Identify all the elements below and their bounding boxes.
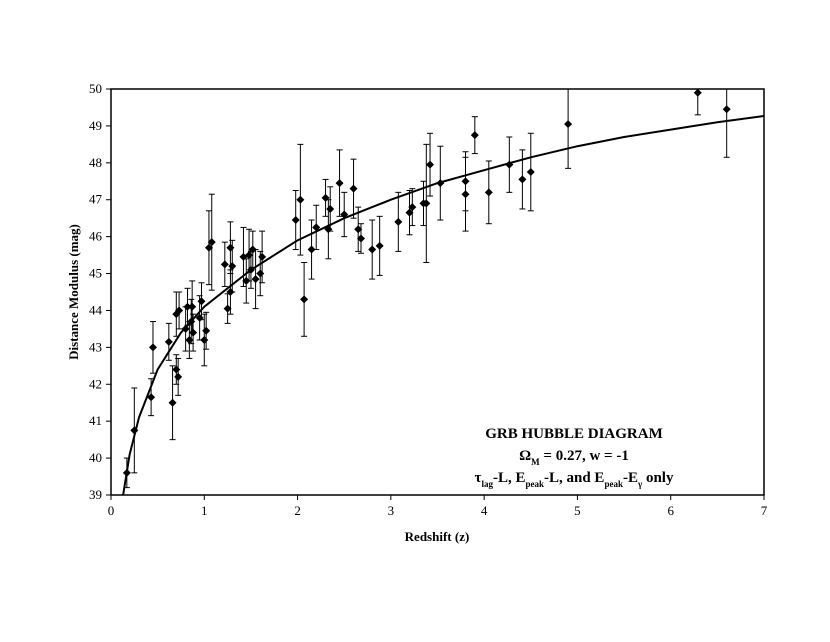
data-point <box>220 260 229 269</box>
data-point <box>357 234 366 243</box>
data-point <box>164 337 173 346</box>
data-point <box>204 243 213 252</box>
data-point <box>175 306 184 315</box>
data-point <box>200 335 209 344</box>
y-axis-label: Distance Modulus (mag) <box>66 224 81 360</box>
data-point <box>174 372 183 381</box>
data-point <box>693 89 702 97</box>
data-point <box>394 217 403 226</box>
data-point <box>223 304 232 313</box>
data-point <box>296 195 305 204</box>
data-point <box>368 245 377 254</box>
y-tick-label: 44 <box>89 302 103 317</box>
x-tick-label: 4 <box>481 503 488 518</box>
annotation-part: Ω <box>519 448 531 464</box>
data-point <box>461 190 470 199</box>
x-tick-label: 7 <box>761 503 768 518</box>
y-tick-label: 41 <box>89 413 102 428</box>
data-point <box>375 241 384 250</box>
data-point <box>526 168 535 177</box>
data-point <box>518 175 527 184</box>
data-point <box>172 365 181 374</box>
annotation: ΩM = 0.27, w = -1 <box>519 448 629 467</box>
data-point <box>256 269 265 278</box>
data-point <box>185 335 194 344</box>
data-point <box>202 326 211 335</box>
data-point <box>197 297 206 306</box>
annotation-part: -E <box>623 470 638 486</box>
data-point <box>484 188 493 197</box>
data-point <box>291 216 300 225</box>
data-point <box>207 238 216 247</box>
data-point <box>300 295 309 304</box>
data-point <box>307 245 316 254</box>
plot-frame <box>110 88 765 496</box>
data-point <box>722 105 731 114</box>
y-tick-label: 43 <box>89 339 102 354</box>
annotation-part: peak <box>525 479 544 489</box>
y-tick-label: 40 <box>89 450 102 465</box>
data-point <box>326 204 335 213</box>
data-point <box>408 203 417 212</box>
annotation-part: GRB HUBBLE DIAGRAM <box>485 426 663 442</box>
data-point <box>148 343 157 352</box>
data-point <box>426 160 435 169</box>
data-point <box>183 302 192 311</box>
data-point <box>470 131 479 140</box>
annotation-part: = 0.27, w = -1 <box>540 448 629 464</box>
model-curve <box>122 114 764 495</box>
x-tick-label: 5 <box>574 503 581 518</box>
annotation-part: γ <box>637 479 643 489</box>
annotation-part: -L, and E <box>544 470 604 486</box>
x-tick-label: 6 <box>667 503 674 518</box>
data-point <box>335 179 344 188</box>
annotation: τlag-L, Epeak-L, and Epeak-Eγ only <box>475 470 674 489</box>
y-tick-label: 45 <box>89 266 102 281</box>
annotation: GRB HUBBLE DIAGRAM <box>485 426 663 442</box>
y-tick-label: 39 <box>89 487 102 502</box>
x-tick-label: 2 <box>294 503 301 518</box>
data-point <box>251 275 260 284</box>
data-point <box>505 160 514 169</box>
data-point <box>147 393 156 402</box>
x-tick-label: 0 <box>108 503 115 518</box>
data-point <box>354 225 363 234</box>
plot-area <box>122 89 764 495</box>
data-point <box>564 120 573 129</box>
annotation-part: -L, E <box>493 470 526 486</box>
data-point <box>312 223 321 232</box>
data-point <box>349 184 358 193</box>
data-point <box>405 208 414 217</box>
y-tick-label: 46 <box>89 229 103 244</box>
data-point <box>228 262 237 271</box>
y-tick-label: 42 <box>89 376 102 391</box>
x-tick-label: 3 <box>388 503 395 518</box>
y-tick-label: 49 <box>89 118 102 133</box>
data-point <box>422 199 431 208</box>
y-tick-label: 47 <box>89 192 103 207</box>
annotation-part: lag <box>481 479 493 489</box>
data-point <box>258 252 267 261</box>
x-axis-label: Redshift (z) <box>405 529 470 544</box>
data-point <box>226 243 235 252</box>
y-tick-label: 50 <box>89 81 102 96</box>
annotation-part: τ <box>475 470 482 486</box>
annotation-part: only <box>642 470 674 486</box>
x-tick-label: 1 <box>201 503 208 518</box>
y-tick-label: 48 <box>89 155 102 170</box>
data-point <box>189 328 198 337</box>
data-point <box>168 398 177 407</box>
annotation-part: M <box>531 457 540 467</box>
annotation-part: peak <box>604 479 623 489</box>
data-point <box>188 302 197 311</box>
